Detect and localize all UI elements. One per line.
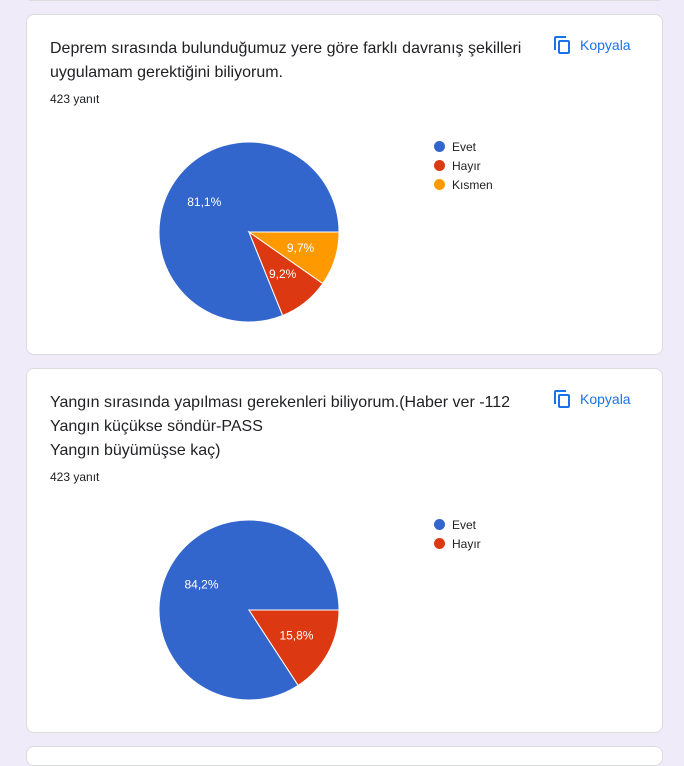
pie-slice-label: 9,7% xyxy=(287,241,315,255)
legend-item: Hayır xyxy=(434,156,493,175)
legend-swatch xyxy=(434,141,445,152)
pie-slice-hayır[interactable] xyxy=(248,609,340,687)
legend-item: Evet xyxy=(434,515,481,534)
copy-icon xyxy=(554,390,570,408)
pie-slice-label: 9,2% xyxy=(269,267,297,281)
pie-slice-kısmen[interactable] xyxy=(247,231,340,285)
question-card: Deprem sırasında bulunduğumuz yere göre … xyxy=(26,14,663,355)
previous-card xyxy=(26,0,663,1)
legend-item: Evet xyxy=(434,137,493,156)
response-count: 423 yanıt xyxy=(50,92,100,106)
question-title: Yangın sırasında yapılması gerekenleri b… xyxy=(50,394,511,459)
legend-item: Hayır xyxy=(434,534,481,553)
copy-button[interactable]: Kopyala xyxy=(553,34,631,56)
legend-label: Kısmen xyxy=(452,177,493,192)
legend-swatch xyxy=(434,538,445,549)
pie-chart: 84,2% 15,8% xyxy=(158,519,340,701)
response-count: 423 yanıt xyxy=(50,470,100,484)
chart-legend: Evet Hayır xyxy=(434,515,481,553)
legend-swatch xyxy=(434,519,445,530)
legend-label: Hayır xyxy=(452,158,481,173)
copy-button[interactable]: Kopyala xyxy=(553,388,631,410)
copy-label: Kopyala xyxy=(580,391,631,407)
legend-swatch xyxy=(434,160,445,171)
pie-slice-label: 81,1% xyxy=(187,195,221,209)
next-card xyxy=(26,746,663,766)
legend-label: Evet xyxy=(452,517,477,532)
legend-label: Evet xyxy=(452,139,477,154)
legend-label: Hayır xyxy=(452,536,481,551)
question-card: Yangın sırasında yapılması gerekenleri b… xyxy=(26,368,663,733)
legend-swatch xyxy=(434,179,445,190)
pie-slice-label: 15,8% xyxy=(279,629,313,643)
copy-icon xyxy=(554,36,570,54)
pie-slice-label: 84,2% xyxy=(185,577,219,591)
legend-item: Kısmen xyxy=(434,175,493,194)
chart-legend: Evet Hayır Kısmen xyxy=(434,137,493,194)
copy-label: Kopyala xyxy=(580,37,631,53)
pie-chart: 81,1% 9,2% 9,7% xyxy=(158,141,340,323)
question-title: Deprem sırasında bulunduğumuz yere göre … xyxy=(50,40,522,81)
